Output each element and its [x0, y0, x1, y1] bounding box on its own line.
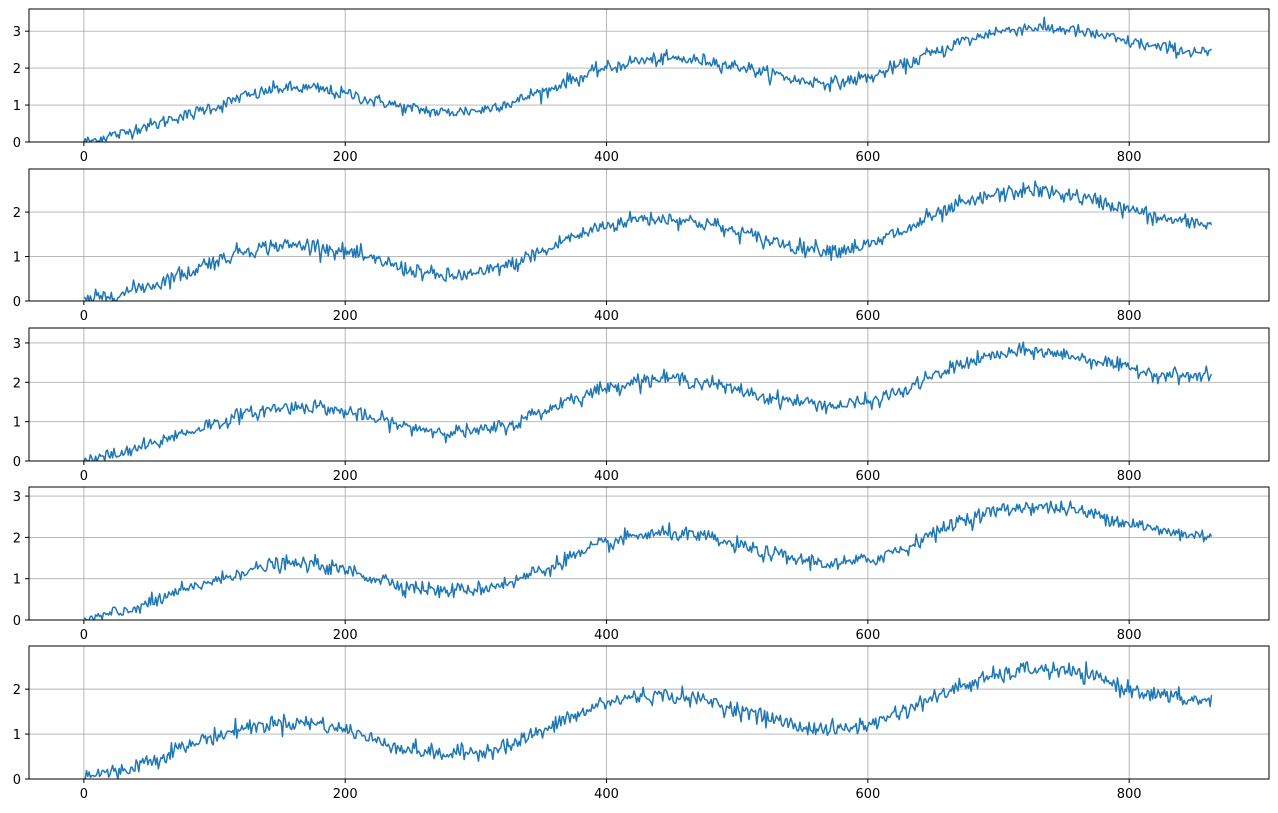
axes-frame: [28, 486, 1270, 621]
x-tick-label: 200: [333, 469, 358, 484]
x-tick-label: 400: [594, 469, 619, 484]
x-tick-label: 600: [855, 628, 880, 643]
x-tick-label: 600: [855, 787, 880, 802]
x-tick-label: 0: [80, 309, 88, 324]
subplot-1: 0 200 400 600 800 0 1 2 3: [13, 8, 1270, 165]
x-tick-label: 800: [1117, 469, 1142, 484]
x-tick-label: 0: [80, 150, 88, 165]
x-tick-label: 800: [1117, 309, 1142, 324]
y-tick-label: 1: [13, 251, 21, 266]
x-tick-label: 800: [1117, 150, 1142, 165]
data-line: [83, 500, 1213, 620]
y-tick-label: 3: [13, 337, 21, 352]
y-tick-label: 2: [13, 62, 21, 77]
axes-frame: [28, 168, 1270, 302]
y-tick-label: 0: [13, 614, 21, 629]
x-tick-label: 0: [80, 787, 88, 802]
x-tick-label: 0: [80, 469, 88, 484]
x-tick-label: 600: [855, 469, 880, 484]
x-tick-label: 200: [333, 787, 358, 802]
x-tick-label: 600: [855, 150, 880, 165]
subplot-2: 0 200 400 600 800 0 1 2: [13, 168, 1270, 324]
x-tick-label: 600: [855, 309, 880, 324]
y-tick-label: 1: [13, 99, 21, 114]
y-tick-label: 2: [13, 683, 21, 698]
x-tick-label: 400: [594, 787, 619, 802]
axes-frame: [28, 327, 1270, 462]
y-tick-label: 0: [13, 773, 21, 788]
x-tick-label: 0: [80, 628, 88, 643]
data-line: [83, 16, 1212, 142]
subplot-3: 0 200 400 600 800 0 1 2 3: [13, 327, 1270, 484]
data-line: [83, 661, 1213, 779]
axes-frame: [28, 8, 1270, 143]
y-tick-label: 2: [13, 206, 21, 221]
y-tick-label: 1: [13, 728, 21, 743]
x-tick-label: 800: [1117, 628, 1142, 643]
x-tick-label: 200: [333, 309, 358, 324]
y-tick-label: 0: [13, 455, 21, 470]
data-line: [83, 341, 1213, 461]
x-tick-label: 200: [333, 150, 358, 165]
subplot-4: 0 200 400 600 800 0 1 2 3: [13, 486, 1270, 643]
y-tick-label: 2: [13, 376, 21, 391]
y-tick-label: 3: [13, 490, 21, 505]
y-tick-label: 1: [13, 416, 21, 431]
y-tick-label: 3: [13, 25, 21, 40]
x-tick-label: 200: [333, 628, 358, 643]
y-tick-label: 0: [13, 295, 21, 310]
y-tick-label: 2: [13, 531, 21, 546]
x-tick-label: 800: [1117, 787, 1142, 802]
axes-frame: [28, 645, 1270, 780]
y-tick-label: 0: [13, 136, 21, 151]
y-tick-label: 1: [13, 573, 21, 588]
data-line: [83, 180, 1213, 301]
x-tick-label: 400: [594, 628, 619, 643]
x-tick-label: 400: [594, 309, 619, 324]
subplot-5: 0 200 400 600 800 0 1 2: [13, 645, 1270, 802]
x-tick-label: 400: [594, 150, 619, 165]
